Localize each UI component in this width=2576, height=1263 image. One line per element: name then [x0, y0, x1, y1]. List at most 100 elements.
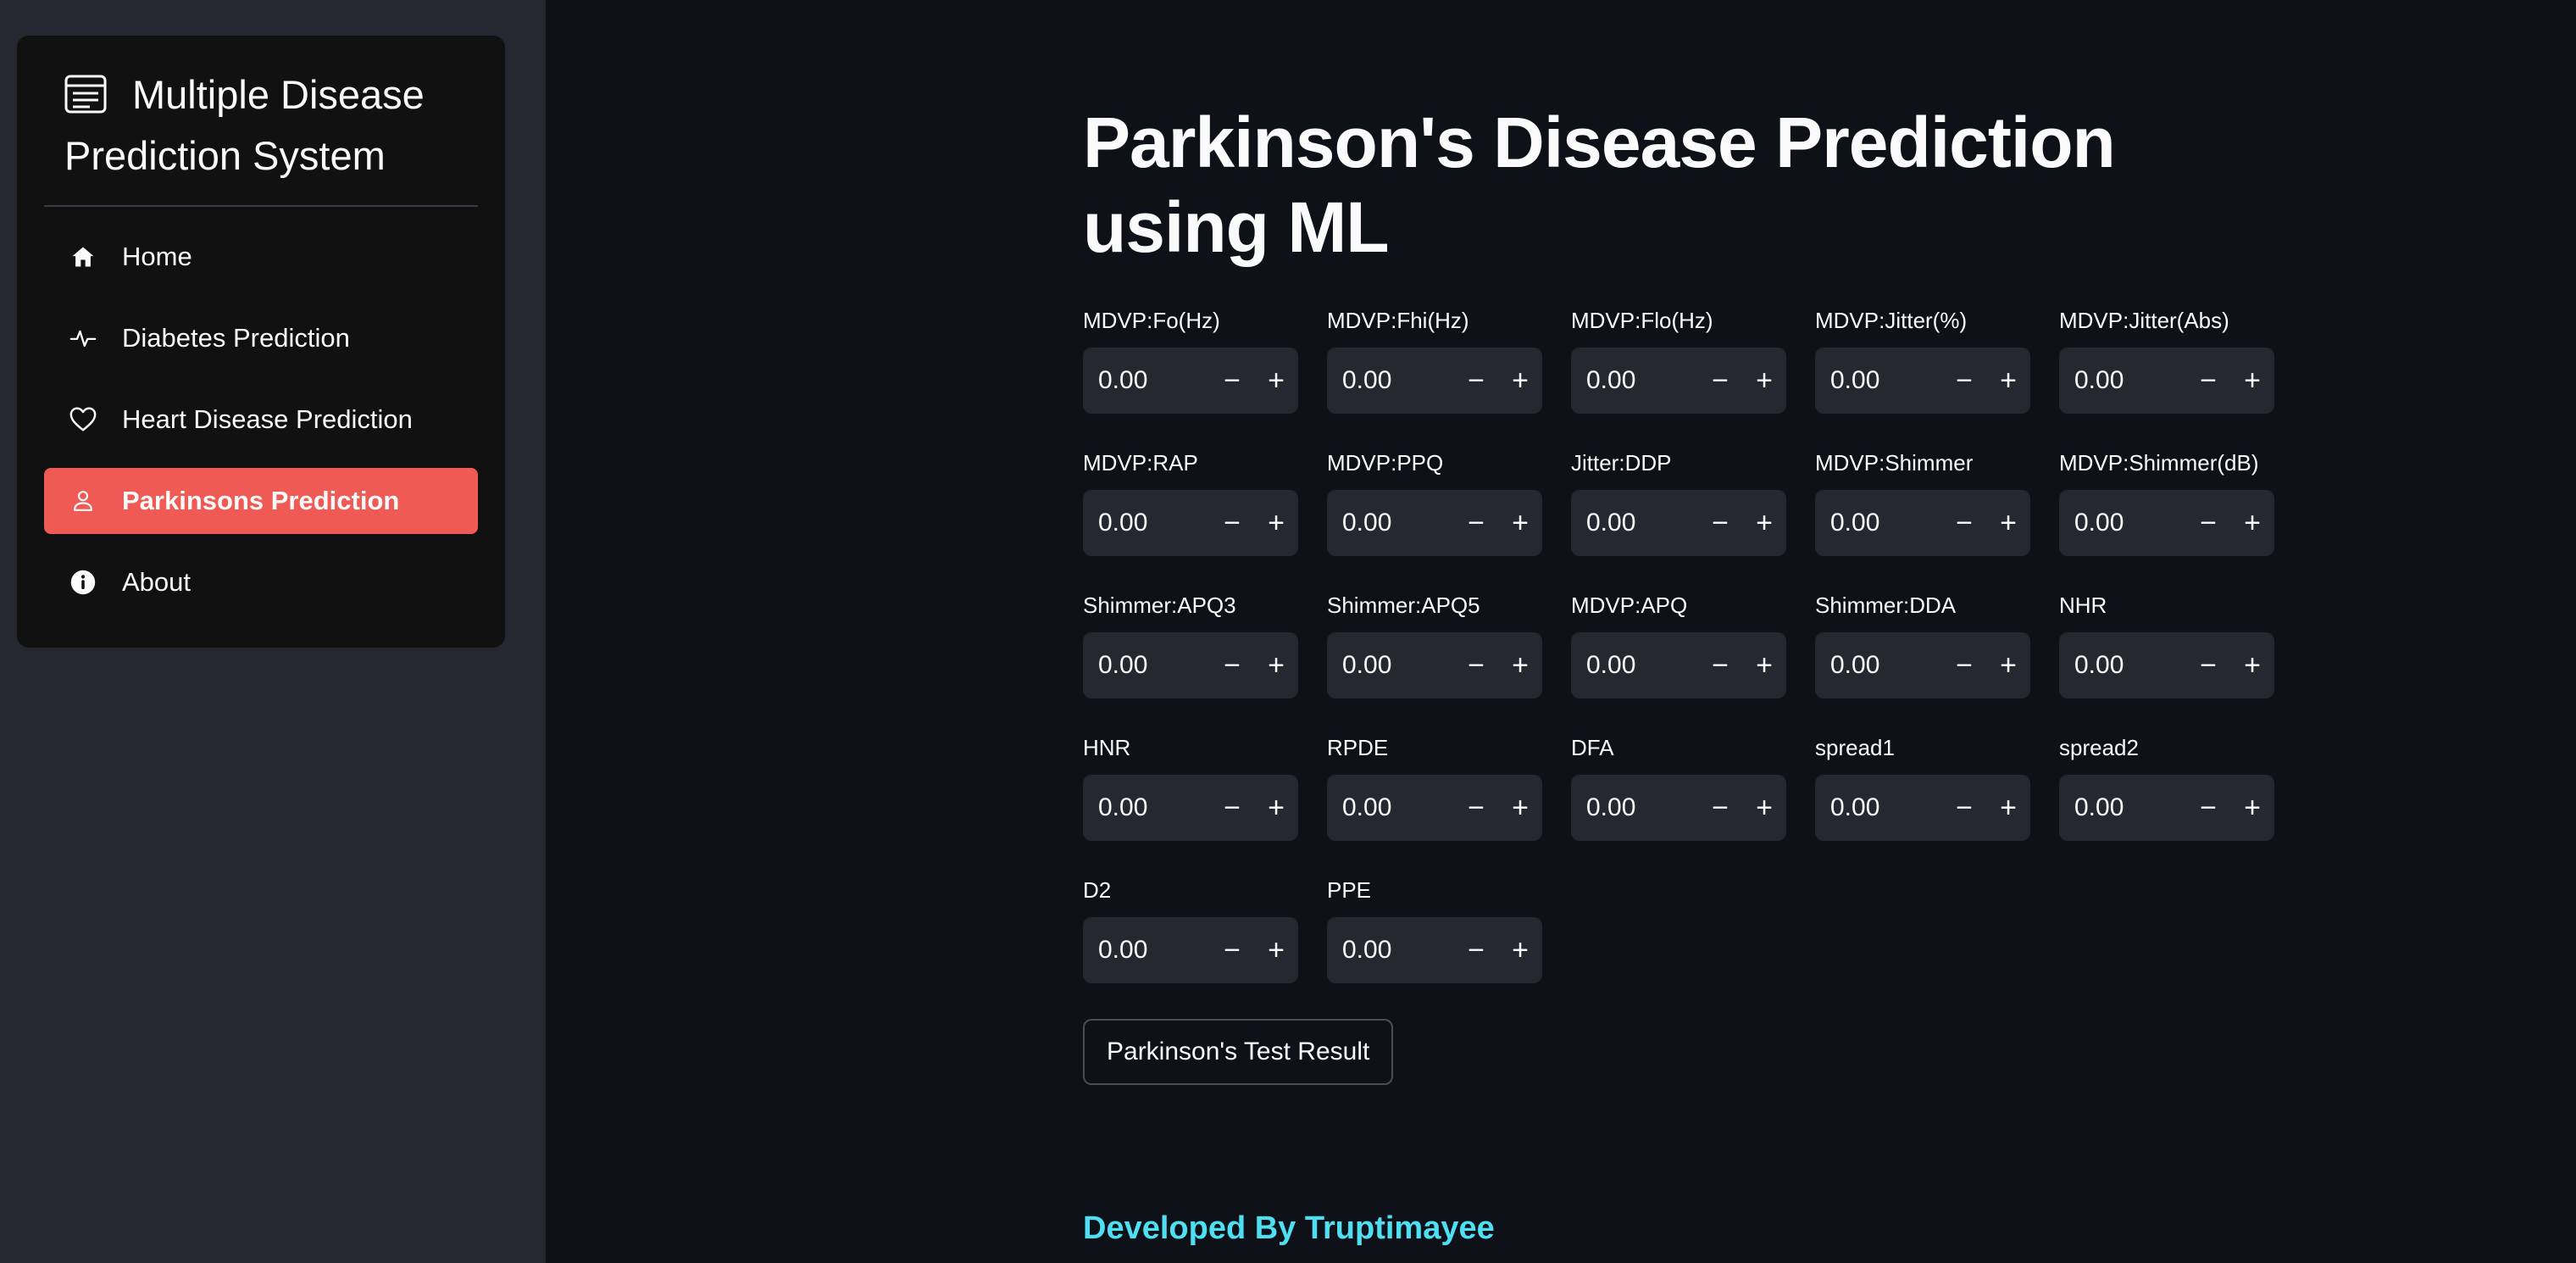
sidebar-item-heart-disease-prediction[interactable]: Heart Disease Prediction [44, 387, 478, 453]
field-label: MDVP:Fhi(Hz) [1327, 308, 1469, 333]
decrement-button[interactable]: − [1956, 506, 1973, 539]
increment-button[interactable]: + [1512, 648, 1529, 682]
increment-button[interactable]: + [1512, 364, 1529, 397]
number-input-mdvp-flo-hz: −+ [1571, 348, 1786, 414]
menu-header: Multiple Disease Prediction System [44, 36, 478, 207]
decrement-button[interactable]: − [1224, 364, 1241, 397]
field-label: Shimmer:DDA [1815, 593, 1957, 618]
increment-button[interactable]: + [2244, 791, 2261, 824]
field-jitter-ddp: Jitter:DDP −+ [1571, 449, 1786, 556]
number-field[interactable] [1815, 650, 1942, 681]
field-label: Shimmer:APQ3 [1083, 593, 1236, 618]
increment-button[interactable]: + [1268, 506, 1285, 539]
decrement-button[interactable]: − [1956, 791, 1973, 824]
number-input-mdvp-rap: −+ [1083, 490, 1298, 556]
parkinsons-test-result-button[interactable]: Parkinson's Test Result [1083, 1019, 1394, 1085]
number-input-mdvp-fo-hz: −+ [1083, 348, 1298, 414]
number-field[interactable] [2059, 508, 2186, 538]
number-field[interactable] [1327, 365, 1454, 396]
decrement-button[interactable]: − [1712, 648, 1729, 682]
decrement-button[interactable]: − [2200, 364, 2217, 397]
sidebar-item-about[interactable]: About [44, 549, 478, 615]
sidebar-item-home[interactable]: Home [44, 224, 478, 290]
increment-button[interactable]: + [1756, 506, 1773, 539]
increment-button[interactable]: + [2000, 506, 2017, 539]
number-input-hnr: −+ [1083, 775, 1298, 841]
decrement-button[interactable]: − [2200, 791, 2217, 824]
increment-button[interactable]: + [2244, 364, 2261, 397]
field-label: HNR [1083, 735, 1131, 760]
sidebar-item-parkinsons-prediction[interactable]: Parkinsons Prediction [44, 468, 478, 534]
sidebar-item-diabetes-prediction[interactable]: Diabetes Prediction [44, 305, 478, 371]
number-field[interactable] [1815, 793, 1942, 823]
number-input-jitter-ddp: −+ [1571, 490, 1786, 556]
increment-button[interactable]: + [2244, 506, 2261, 539]
number-field[interactable] [1571, 508, 1698, 538]
field-label: MDVP:Shimmer [1815, 450, 1974, 476]
increment-button[interactable]: + [2000, 364, 2017, 397]
number-field[interactable] [2059, 793, 2186, 823]
number-field[interactable] [1327, 935, 1454, 965]
decrement-button[interactable]: − [1712, 791, 1729, 824]
number-field[interactable] [1083, 793, 1210, 823]
increment-button[interactable]: + [1512, 506, 1529, 539]
field-ppe: PPE −+ [1327, 876, 1542, 983]
decrement-button[interactable]: − [1468, 506, 1485, 539]
number-field[interactable] [1571, 650, 1698, 681]
decrement-button[interactable]: − [2200, 506, 2217, 539]
increment-button[interactable]: + [1756, 791, 1773, 824]
decrement-button[interactable]: − [1712, 506, 1729, 539]
number-field[interactable] [1571, 365, 1698, 396]
number-field[interactable] [1327, 508, 1454, 538]
number-input-spread2: −+ [2059, 775, 2274, 841]
number-input-nhr: −+ [2059, 632, 2274, 698]
increment-button[interactable]: + [2000, 791, 2017, 824]
field-hnr: HNR −+ [1083, 734, 1298, 841]
field-label: NHR [2059, 593, 2107, 618]
field-label: MDVP:RAP [1083, 450, 1198, 476]
increment-button[interactable]: + [1512, 791, 1529, 824]
decrement-button[interactable]: − [1956, 648, 1973, 682]
increment-button[interactable]: + [2000, 648, 2017, 682]
number-field[interactable] [1327, 793, 1454, 823]
decrement-button[interactable]: − [1224, 933, 1241, 966]
number-input-mdvp-shimmer: −+ [1815, 490, 2030, 556]
number-input-mdvp-jitter: −+ [1815, 348, 2030, 414]
increment-button[interactable]: + [1268, 364, 1285, 397]
decrement-button[interactable]: − [1956, 364, 1973, 397]
number-field[interactable] [2059, 650, 2186, 681]
increment-button[interactable]: + [1512, 933, 1529, 966]
increment-button[interactable]: + [1268, 648, 1285, 682]
decrement-button[interactable]: − [1468, 791, 1485, 824]
field-mdvp-jitter-abs: MDVP:Jitter(Abs) −+ [2059, 307, 2274, 414]
increment-button[interactable]: + [1756, 364, 1773, 397]
field-dfa: DFA −+ [1571, 734, 1786, 841]
decrement-button[interactable]: − [1224, 648, 1241, 682]
decrement-button[interactable]: − [1468, 364, 1485, 397]
number-field[interactable] [1571, 793, 1698, 823]
number-input-shimmer-dda: −+ [1815, 632, 2030, 698]
decrement-button[interactable]: − [1468, 648, 1485, 682]
number-field[interactable] [2059, 365, 2186, 396]
number-field[interactable] [1083, 935, 1210, 965]
number-input-mdvp-fhi-hz: −+ [1327, 348, 1542, 414]
decrement-button[interactable]: − [1712, 364, 1729, 397]
number-field[interactable] [1327, 650, 1454, 681]
number-field[interactable] [1815, 365, 1942, 396]
info-icon [68, 567, 98, 598]
number-field[interactable] [1083, 650, 1210, 681]
increment-button[interactable]: + [1268, 791, 1285, 824]
number-input-shimmer-apq5: −+ [1327, 632, 1542, 698]
increment-button[interactable]: + [1268, 933, 1285, 966]
field-nhr: NHR −+ [2059, 592, 2274, 698]
decrement-button[interactable]: − [1224, 791, 1241, 824]
number-field[interactable] [1083, 508, 1210, 538]
number-field[interactable] [1815, 508, 1942, 538]
increment-button[interactable]: + [1756, 648, 1773, 682]
decrement-button[interactable]: − [1468, 933, 1485, 966]
decrement-button[interactable]: − [2200, 648, 2217, 682]
decrement-button[interactable]: − [1224, 506, 1241, 539]
number-field[interactable] [1083, 365, 1210, 396]
increment-button[interactable]: + [2244, 648, 2261, 682]
sidebar-item-label: Home [122, 242, 192, 271]
